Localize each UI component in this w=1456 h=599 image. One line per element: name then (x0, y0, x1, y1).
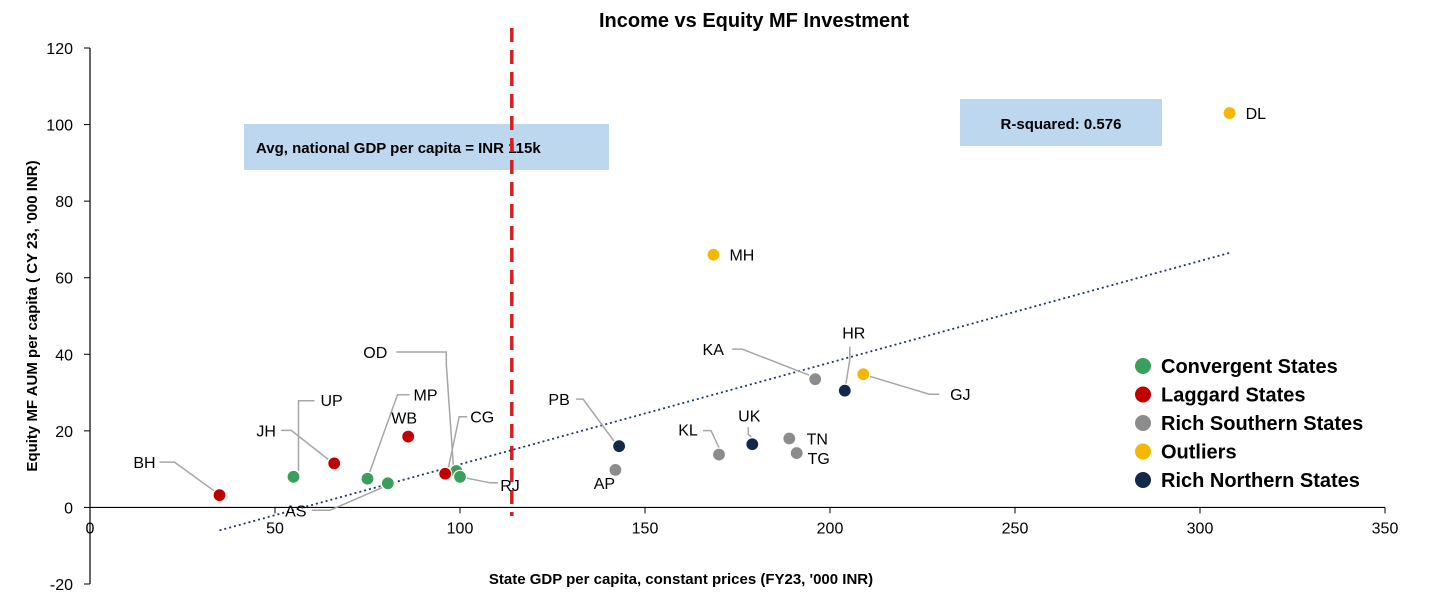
label-leader-gj (869, 375, 940, 395)
y-tick-label: 20 (55, 424, 73, 441)
point-labels: UP MP AS OD RJ BH JH WB CG AP KL TN TG KA MH GJ DL PB UK HR (133, 106, 1266, 520)
point-label-od: OD (363, 345, 387, 362)
legend-label-outliers: Outliers (1161, 442, 1237, 464)
label-leader-bh (159, 461, 215, 492)
point-label-mh: MH (729, 248, 754, 265)
point-label-bh: BH (133, 455, 155, 472)
legend-marker-southern (1135, 415, 1151, 431)
point-label-pb: PB (548, 392, 569, 409)
point-bh (212, 488, 227, 503)
label-leader-uk (747, 427, 753, 439)
point-label-hr: HR (842, 326, 865, 343)
label-leaders (159, 346, 940, 512)
point-label-wb: WB (391, 411, 417, 428)
point-pb (611, 439, 627, 454)
label-leader-up (297, 400, 315, 471)
legend-label-laggard: Laggard States (1161, 385, 1305, 407)
legend-label-northern: Rich Northern States (1161, 470, 1360, 492)
point-dl (1222, 105, 1237, 121)
x-tick-label: 50 (266, 520, 284, 537)
point-label-mp: MP (414, 388, 438, 405)
point-gj (856, 367, 871, 382)
point-label-cg: CG (470, 410, 494, 427)
point-ap (608, 462, 623, 478)
y-tick-label: -20 (50, 577, 73, 594)
point-mh (706, 247, 721, 262)
y-tick-label: 100 (46, 118, 73, 135)
x-tick-label: 0 (86, 520, 95, 537)
label-leader-ka (732, 348, 810, 376)
point-label-ka: KA (703, 342, 725, 359)
point-label-dl: DL (1246, 106, 1267, 123)
label-leader-od (396, 351, 455, 466)
point-label-gj: GJ (950, 387, 970, 404)
label-leader-rj (464, 477, 498, 484)
legend-label-convergent: Convergent States (1161, 356, 1338, 378)
point-label-tg: TG (808, 451, 830, 468)
y-tick-label: 0 (64, 500, 73, 517)
avg-gdp-box (244, 124, 609, 170)
point-label-jh: JH (256, 423, 276, 440)
point-jh (327, 456, 342, 471)
x-tick-label: 250 (1002, 520, 1029, 537)
x-tick-label: 350 (1372, 520, 1399, 537)
label-leader-jh (281, 429, 329, 460)
label-leader-cg (447, 415, 468, 469)
legend-marker-northern (1135, 472, 1151, 488)
point-label-ap: AP (594, 476, 615, 493)
legend-marker-outliers (1135, 443, 1151, 460)
legend-label-southern: Rich Southern States (1161, 413, 1363, 435)
label-leader-as (311, 486, 384, 512)
label-leader-kl (703, 429, 720, 448)
point-label-as: AS (285, 503, 306, 520)
point-label-tn: TN (807, 432, 828, 449)
point-mp (360, 471, 375, 486)
point-tg (789, 445, 804, 461)
point-label-up: UP (321, 393, 343, 410)
point-wb (401, 429, 416, 444)
data-points (212, 105, 1237, 503)
point-label-rj: RJ (500, 478, 520, 495)
y-axis-title: Equity MF AUM per capita ( CY 23, '000 I… (24, 160, 41, 471)
y-tick-label: 40 (55, 347, 73, 364)
point-rj (452, 469, 468, 484)
point-uk (745, 437, 760, 452)
label-leader-pb (576, 398, 615, 442)
point-label-uk: UK (738, 408, 761, 425)
x-tick-label: 100 (447, 520, 474, 537)
r-squared-box (960, 99, 1162, 146)
point-kl (711, 447, 727, 462)
avg-gdp-text: Avg, national GDP per capita = INR 115k (256, 140, 541, 157)
point-hr (837, 383, 852, 398)
point-ka (808, 372, 823, 387)
trendline (219, 251, 1230, 532)
x-tick-label: 200 (817, 520, 844, 537)
chart-title: Income vs Equity MF Investment (599, 10, 909, 32)
r-squared-annotation: R-squared: 0.576 (960, 99, 1162, 146)
point-tn (782, 431, 797, 446)
point-up (286, 469, 301, 484)
x-tick-label: 150 (632, 520, 659, 537)
point-label-kl: KL (678, 423, 698, 440)
y-axis-ticks: -20 0 20 40 60 80 100 120 (46, 41, 90, 594)
legend-marker-laggard (1135, 386, 1151, 403)
avg-gdp-annotation: Avg, national GDP per capita = INR 115k (244, 124, 609, 170)
legend: Convergent States Laggard States Rich Sout… (1135, 356, 1363, 492)
y-tick-label: 120 (46, 41, 73, 58)
point-cg (438, 466, 453, 481)
r-squared-text: R-squared: 0.576 (1001, 116, 1122, 133)
x-tick-label: 300 (1187, 520, 1214, 537)
x-axis-ticks: 0 50 100 150 200 250 300 350 (86, 507, 1399, 537)
label-leader-hr (845, 346, 851, 385)
x-axis-title: State GDP per capita, constant prices (F… (489, 571, 873, 588)
label-leader-mp (368, 393, 410, 473)
axes (89, 48, 1385, 584)
point-as (380, 476, 395, 491)
y-tick-label: 60 (55, 271, 73, 288)
legend-marker-convergent (1135, 358, 1151, 374)
y-tick-label: 80 (55, 194, 73, 211)
